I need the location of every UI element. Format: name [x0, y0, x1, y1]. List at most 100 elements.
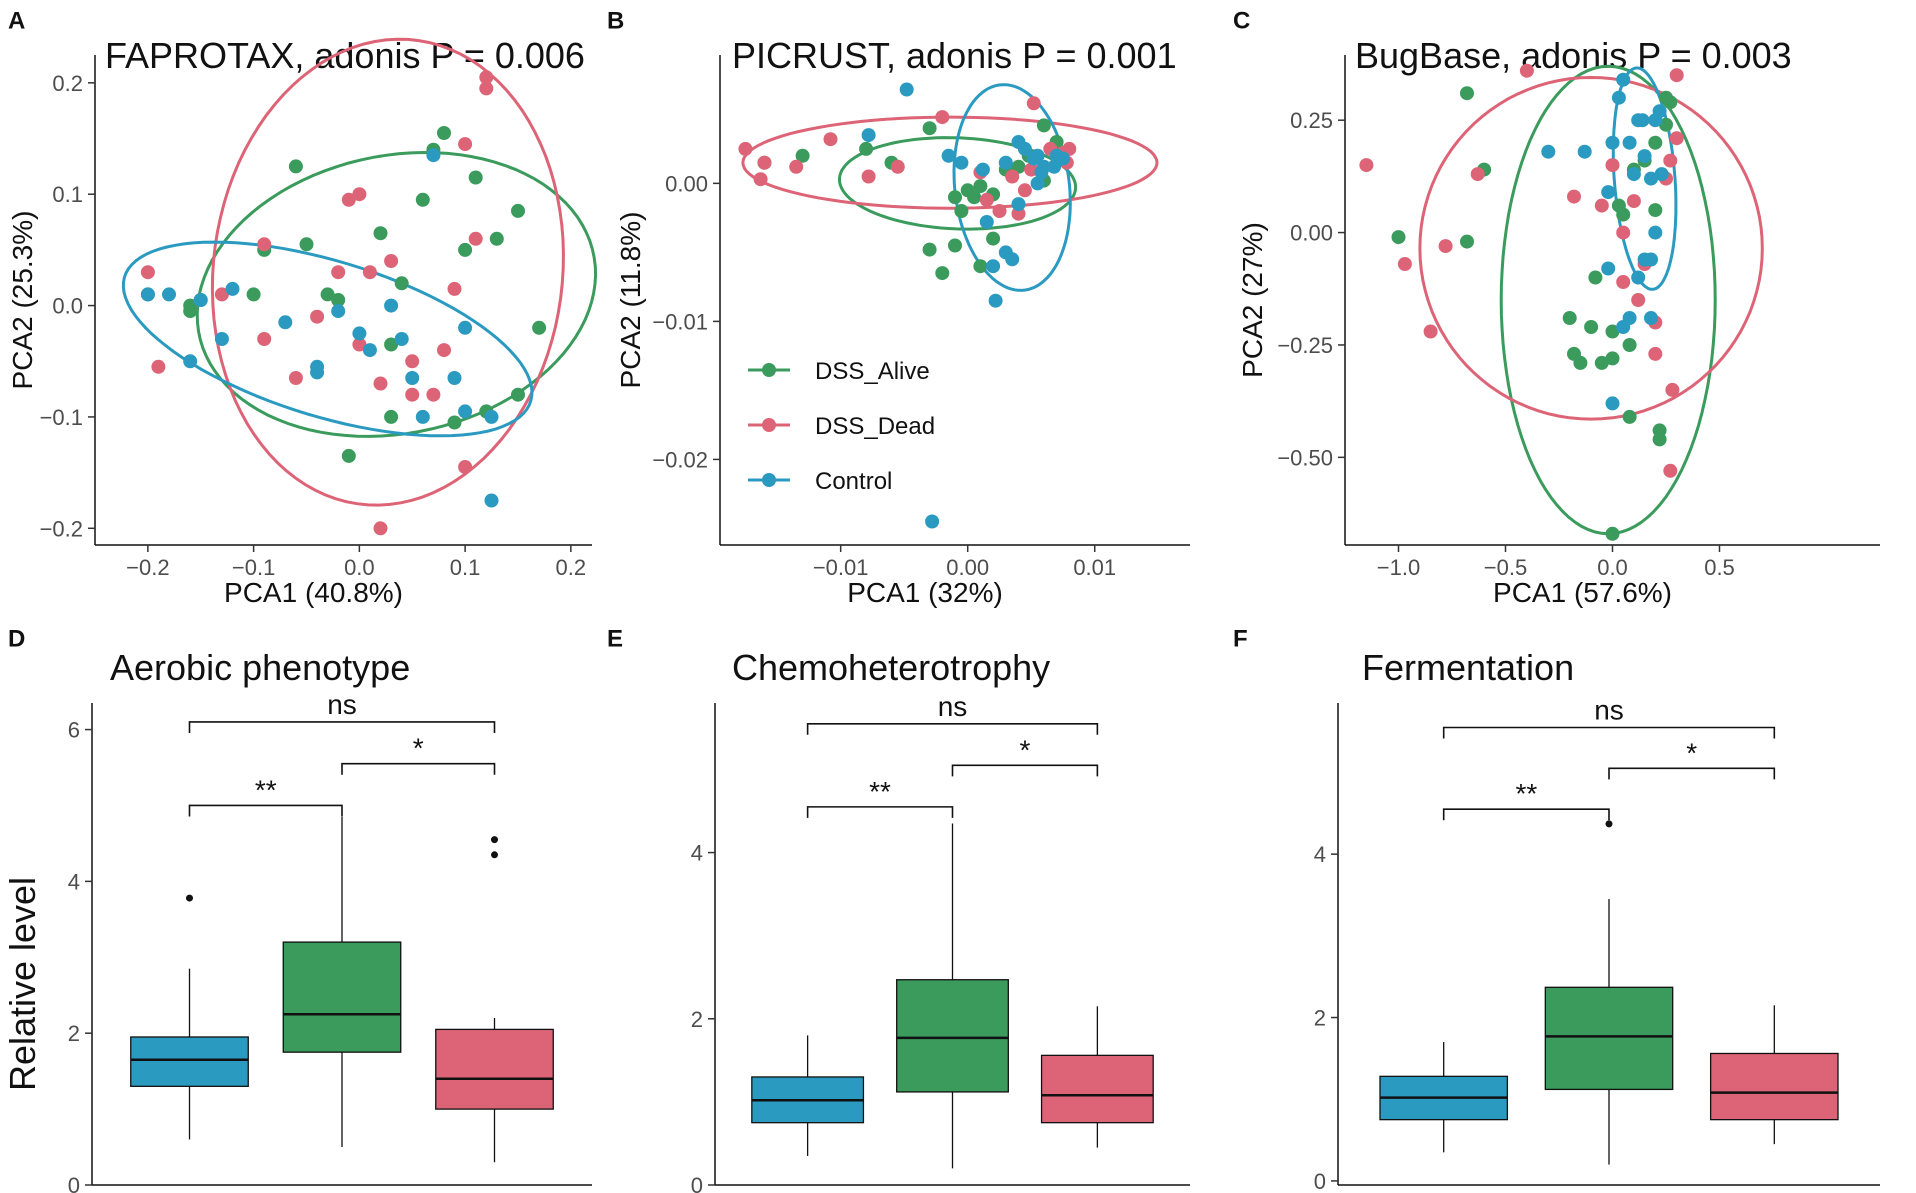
point-control	[1601, 261, 1616, 276]
point-dss-dead	[753, 172, 768, 187]
point-control	[1622, 135, 1637, 150]
point-dss-dead	[823, 132, 838, 147]
significance-bracket: **	[806, 776, 954, 818]
significance-label: ns	[938, 691, 968, 722]
chart-title: FAPROTAX, adonis P = 0.006	[105, 35, 585, 76]
point-dss-dead	[373, 521, 388, 536]
point-dss-alive	[532, 320, 547, 335]
legend-key-dot	[762, 363, 776, 377]
point-dss-alive	[394, 276, 409, 291]
point-dss-alive	[1573, 355, 1588, 370]
point-dss-dead	[1616, 275, 1631, 289]
point-dss-alive	[922, 121, 937, 136]
bracket-line	[1442, 808, 1610, 821]
point-dss-alive	[986, 231, 1001, 246]
point-dss-dead	[257, 237, 272, 252]
bracket-line	[341, 762, 496, 775]
point-dss-alive	[320, 287, 335, 302]
point-dss-alive	[948, 238, 962, 253]
point-control	[384, 298, 399, 313]
point-dss-dead	[352, 337, 367, 352]
y-tick-label: 4	[691, 841, 703, 866]
point-dss-alive	[1391, 230, 1406, 245]
point-dss-dead	[214, 287, 229, 302]
point-dss-dead	[1616, 225, 1631, 240]
y-tick-label: −0.50	[1277, 445, 1333, 470]
box-body	[1040, 1054, 1154, 1124]
box-body	[1709, 1052, 1839, 1121]
point-dss-alive	[1562, 311, 1577, 325]
significance-label: **	[1515, 778, 1537, 809]
point-control	[1644, 311, 1658, 325]
chart-title: Fermentation	[1362, 647, 1574, 688]
significance-label: *	[1019, 734, 1030, 765]
point-dss-alive	[458, 242, 473, 257]
point-control	[278, 315, 293, 330]
y-tick-label: 0	[68, 1173, 80, 1193]
point-dss-alive	[1584, 320, 1599, 334]
point-dss-alive	[468, 170, 483, 185]
y-tick-label: 0.25	[1290, 108, 1333, 133]
x-tick-label: 0.0	[1597, 555, 1628, 580]
point-dss-dead	[1663, 463, 1678, 478]
point-dss-dead	[1567, 189, 1581, 204]
point-dss-alive	[299, 237, 314, 252]
panel-label: B	[607, 7, 624, 34]
point-dss-alive	[341, 448, 356, 463]
box-dss-alive	[896, 823, 1009, 1169]
y-tick-label: 0.0	[52, 294, 83, 319]
panel-label: F	[1233, 625, 1248, 652]
point-dss-dead	[1669, 68, 1684, 83]
y-tick-label: 0	[1314, 1169, 1326, 1193]
point-control	[1541, 144, 1556, 159]
y-tick-label: 0.00	[665, 171, 708, 196]
point-control	[1005, 252, 1020, 267]
point-dss-alive	[1648, 203, 1663, 218]
point-dss-alive	[1588, 270, 1603, 285]
outlier-point	[1605, 820, 1613, 828]
significance-label: *	[413, 733, 424, 764]
legend-key-dot	[762, 473, 776, 487]
point-dss-alive	[511, 203, 525, 218]
point-dss-alive	[954, 204, 969, 218]
point-dss-alive	[437, 126, 451, 140]
point-control	[1601, 185, 1616, 200]
point-control	[1637, 252, 1652, 267]
point-control	[1011, 197, 1026, 212]
point-dss-alive	[288, 159, 303, 174]
point-dss-dead	[384, 254, 399, 268]
point-control	[1637, 149, 1652, 164]
y-tick-label: 2	[68, 1021, 80, 1046]
point-control	[331, 304, 346, 319]
point-control	[310, 365, 325, 380]
point-dss-dead	[1669, 131, 1684, 146]
point-control	[861, 128, 876, 143]
x-axis-label: PCA1 (32%)	[847, 577, 1003, 608]
chart-title: PICRUST, adonis P = 0.001	[732, 35, 1177, 76]
bracket-line	[806, 806, 954, 818]
point-control	[998, 155, 1013, 170]
outlier-point	[186, 894, 193, 902]
significance-bracket: *	[341, 733, 496, 775]
point-control	[415, 409, 430, 424]
x-tick-label: 0.0	[344, 555, 375, 580]
point-dss-alive	[967, 190, 982, 205]
point-dss-dead	[861, 169, 876, 184]
point-dss-dead	[890, 159, 905, 174]
significance-label: ns	[327, 689, 357, 720]
point-control	[975, 162, 990, 177]
box-body	[896, 979, 1009, 1093]
point-dss-alive	[384, 409, 399, 424]
point-control	[979, 215, 994, 229]
box-control	[130, 894, 249, 1140]
box-control	[1379, 1042, 1509, 1153]
panel-C: C BugBase, adonis P = 0.003 −1.0 −0.5 0.0 0.5…	[1233, 7, 1880, 608]
point-control	[1616, 72, 1631, 87]
point-control	[1635, 113, 1650, 128]
point-dss-dead	[1438, 239, 1453, 254]
point-dss-dead	[979, 192, 994, 207]
point-dss-alive	[1663, 95, 1678, 110]
significance-bracket: ns	[188, 689, 496, 733]
chart-title: BugBase, adonis P = 0.003	[1355, 35, 1792, 76]
